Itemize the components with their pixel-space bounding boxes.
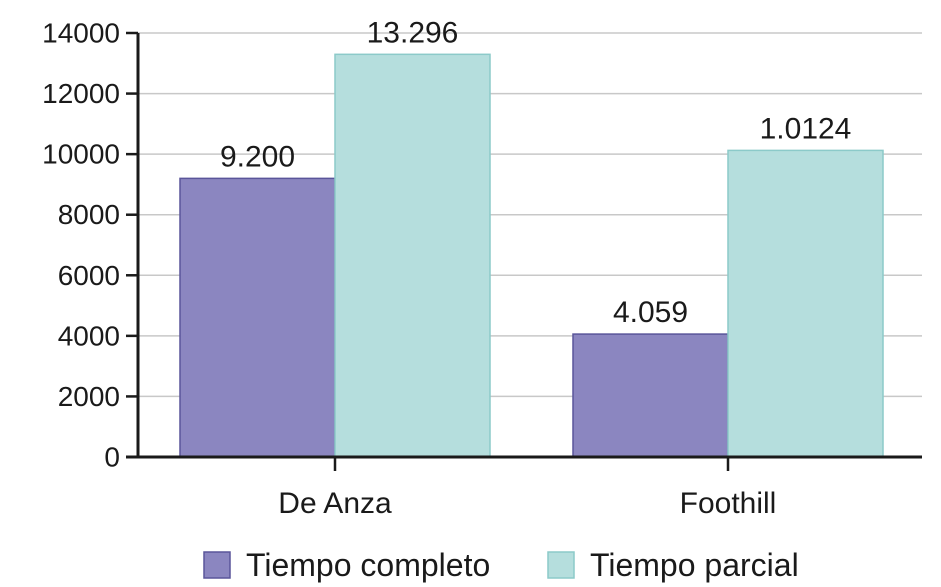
legend-label: Tiempo parcial [590, 547, 799, 583]
y-axis-tick-labels: 0 2000 4000 6000 8000 10000 12000 14000 [42, 18, 120, 473]
data-labels: 9.200 13.296 4.059 1.0124 [220, 16, 851, 329]
bar [727, 149, 884, 458]
y-tick-label: 4000 [58, 320, 120, 351]
bars [179, 53, 884, 458]
axes [126, 31, 922, 471]
y-tick-label: 6000 [58, 260, 120, 291]
bar [572, 333, 729, 458]
data-label: 13.296 [367, 16, 459, 49]
data-label: 9.200 [220, 140, 295, 173]
legend-label: Tiempo completo [246, 547, 490, 583]
legend-swatch [203, 551, 231, 579]
bar [334, 53, 491, 458]
legend-swatch [547, 551, 575, 579]
y-tick-label: 14000 [42, 18, 120, 49]
x-axis-category-labels: De Anza Foothill [278, 487, 776, 520]
y-tick-label: 0 [104, 442, 120, 473]
legend: Tiempo completo Tiempo parcial [203, 547, 799, 583]
x-category-label: De Anza [278, 487, 392, 520]
y-tick-label: 8000 [58, 199, 120, 230]
data-label: 1.0124 [760, 112, 852, 145]
bar [179, 177, 336, 458]
data-label: 4.059 [613, 296, 688, 329]
y-tick-label: 10000 [42, 139, 120, 170]
y-tick-label: 12000 [42, 78, 120, 109]
y-tick-label: 2000 [58, 381, 120, 412]
x-category-label: Foothill [680, 487, 777, 520]
